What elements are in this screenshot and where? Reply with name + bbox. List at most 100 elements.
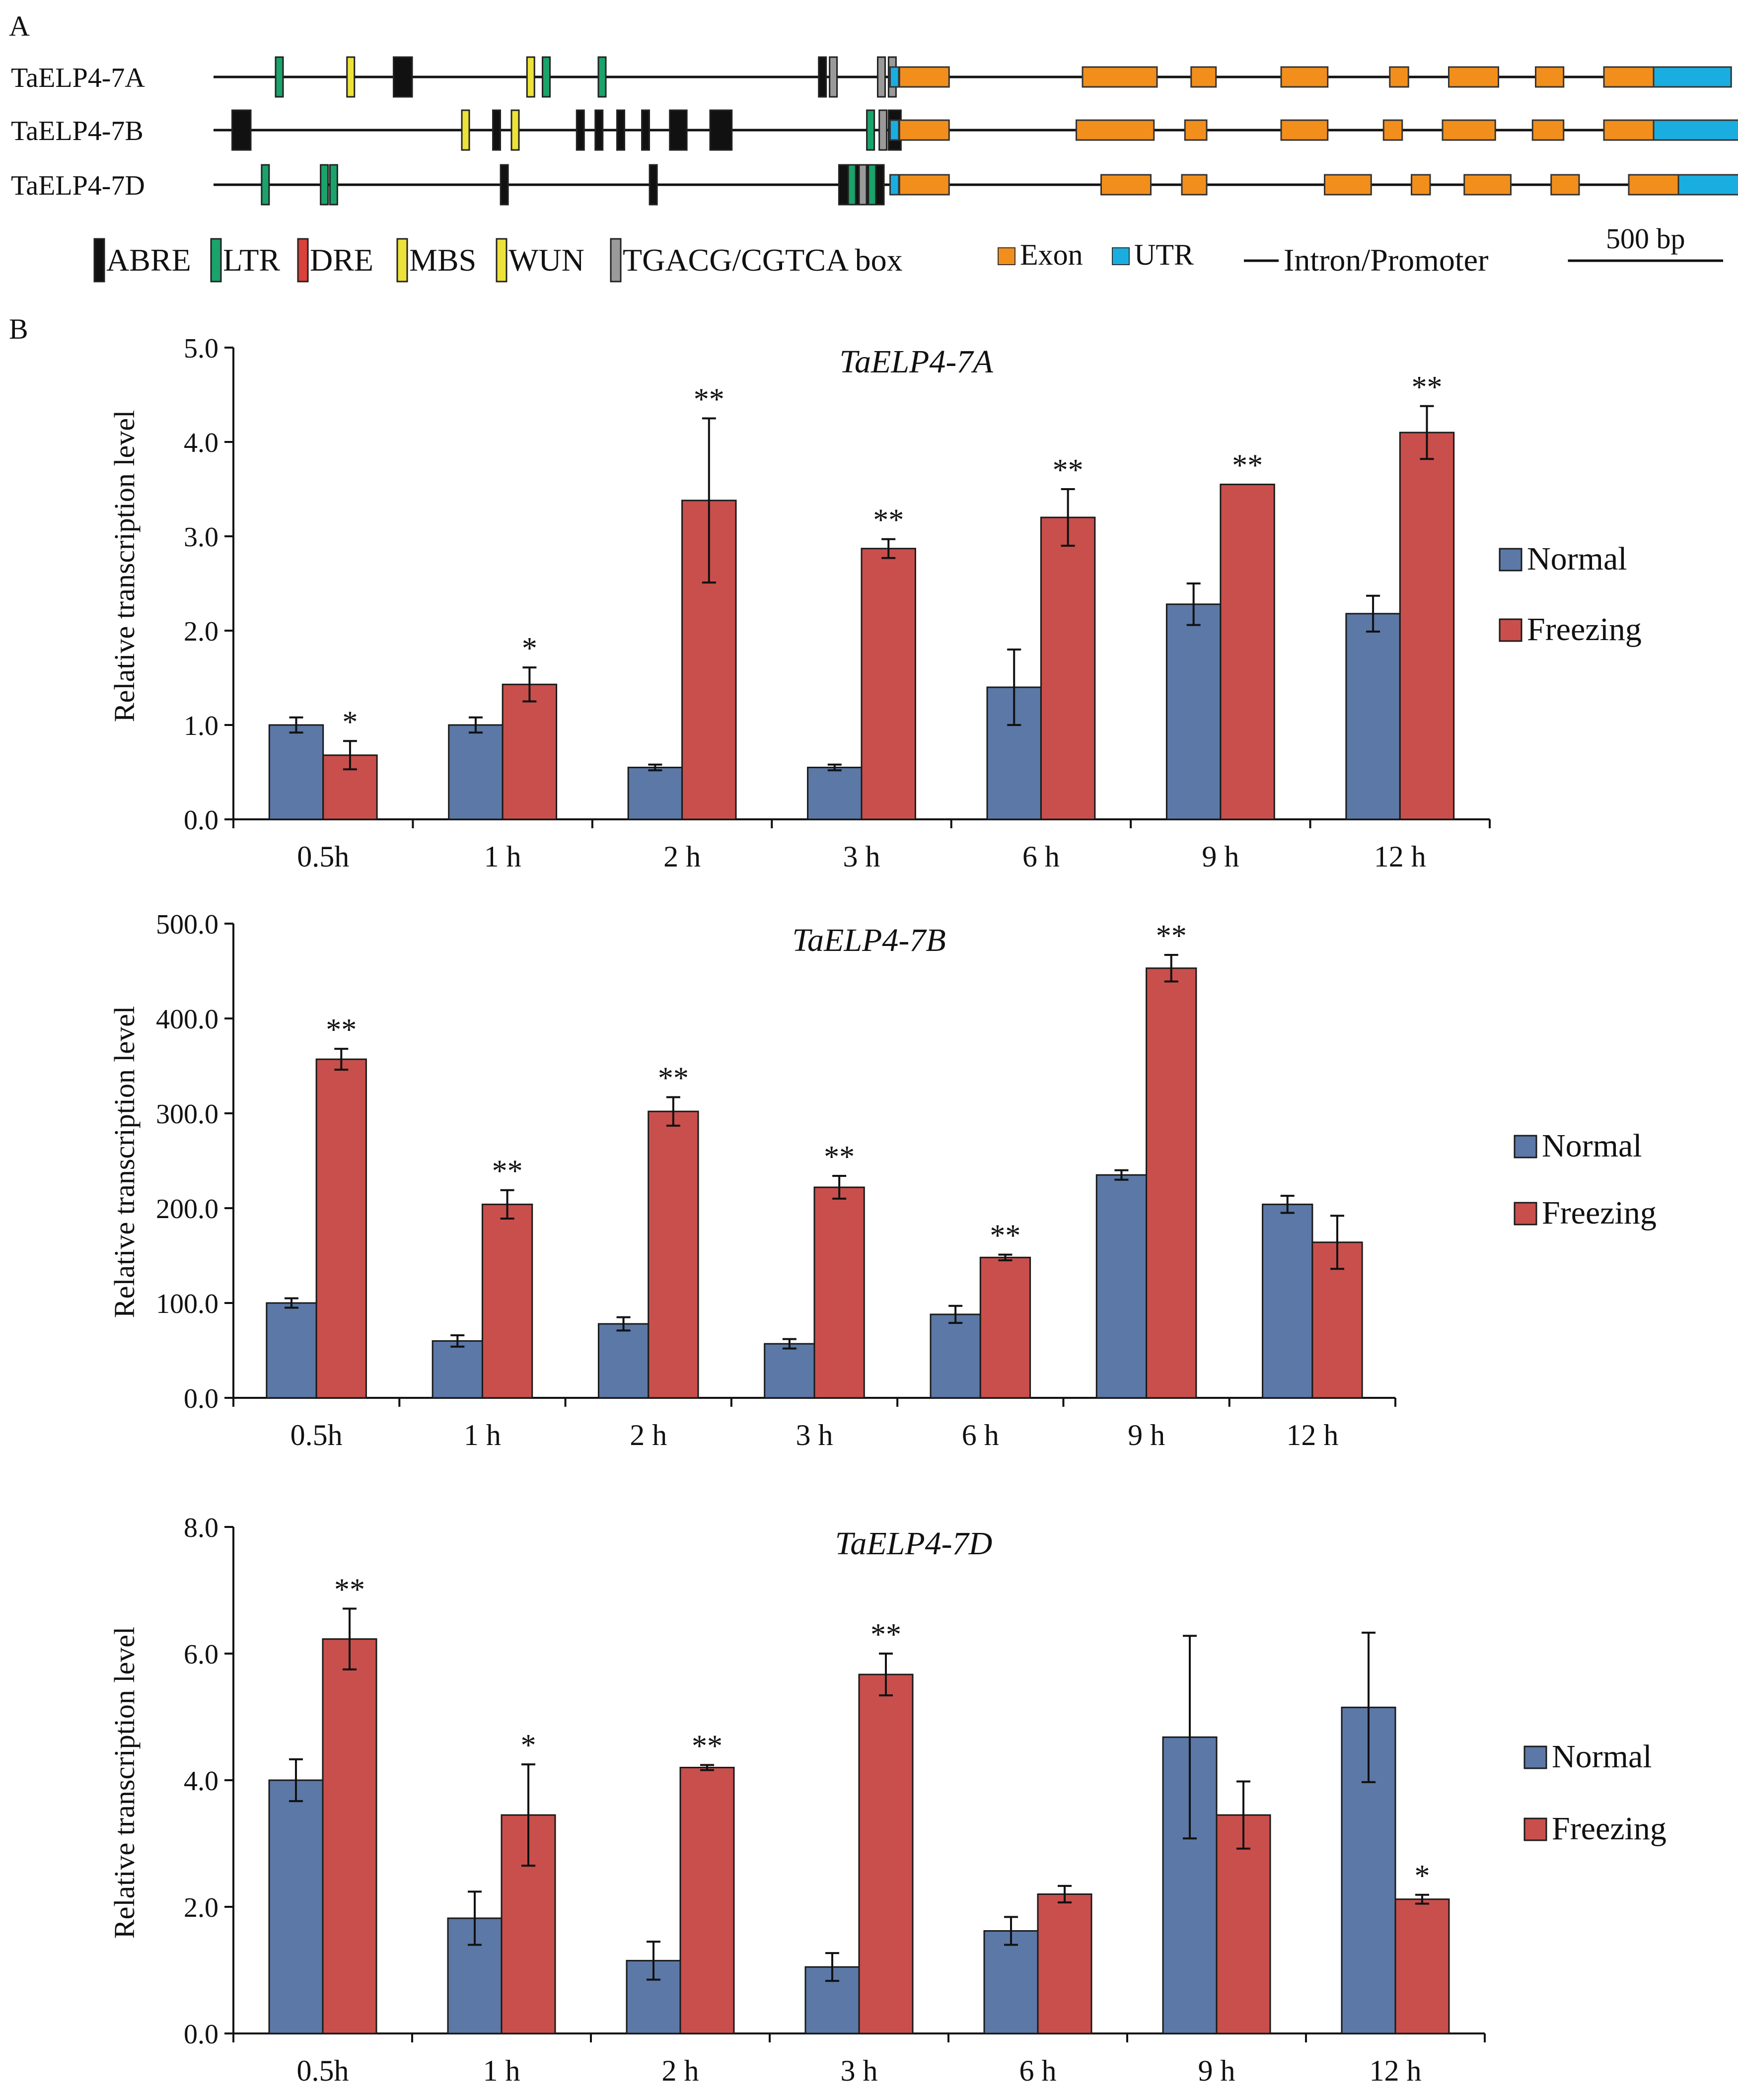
cis-element-abre: [709, 109, 733, 151]
panel-label-a: A: [9, 10, 30, 42]
cis-element-ltr: [542, 56, 551, 98]
cis-element-wun: [346, 56, 356, 98]
cis-element-abre: [393, 56, 413, 98]
cis-element-tgacg: [878, 109, 888, 151]
bar-freezing-2-h: [679, 1767, 735, 2034]
bar-normal-2-h: [597, 1323, 650, 1399]
bar-normal-3-h: [807, 767, 863, 820]
x-tick-label: 0.5h: [297, 840, 349, 873]
x-tick-label: 3 h: [796, 1419, 833, 1451]
bar-normal-12-h: [1262, 1203, 1313, 1399]
legend-label-dre: DRE: [310, 242, 373, 278]
cis-element-ltr: [866, 109, 875, 151]
bar-normal-1-h: [432, 1340, 483, 1399]
legend-swatch-wun: [496, 238, 507, 283]
bar-freezing-12-h: [1399, 432, 1455, 820]
x-tick-label: 1 h: [464, 1419, 501, 1451]
significance-marker: **: [1412, 370, 1443, 404]
legend-swatch-normal: [1499, 548, 1522, 572]
utr-box: [1653, 66, 1732, 88]
exon-box: [1184, 119, 1208, 141]
bar-freezing-6-h: [979, 1256, 1031, 1399]
legend-label-freezing: Freezing: [1552, 1810, 1666, 1847]
utr-box-5prime: [889, 119, 900, 141]
x-tick-label: 3 h: [843, 840, 880, 873]
x-tick-label: 0.5h: [297, 2054, 349, 2087]
bar-freezing-6-h: [1037, 1893, 1092, 2034]
y-tick-label: 300.0: [156, 1099, 218, 1130]
cis-element-abre: [641, 109, 650, 151]
bar-freezing-0-5h: [322, 754, 378, 820]
x-tick-label: 9 h: [1198, 2054, 1235, 2087]
bar-freezing-0-5h: [322, 1638, 377, 2034]
y-tick-label: 100.0: [156, 1289, 218, 1319]
legend-label-normal: Normal: [1552, 1738, 1652, 1775]
legend-swatch-abre: [93, 238, 105, 283]
bar-freezing-6-h: [1040, 516, 1096, 820]
y-tick-label: 0.0: [184, 2019, 218, 2050]
legend-swatch-utr: [1112, 247, 1130, 265]
bar-freezing-9-h: [1216, 1814, 1271, 2034]
cis-element-ltr: [320, 164, 329, 206]
significance-marker: **: [692, 1729, 723, 1763]
y-tick-label: 200.0: [156, 1194, 218, 1225]
exon-box: [1531, 119, 1565, 141]
y-tick-label: 0.0: [184, 805, 218, 836]
exon-box: [1442, 119, 1496, 141]
significance-marker: **: [334, 1573, 365, 1606]
bar-freezing-1-h: [481, 1203, 533, 1399]
exon-box: [898, 66, 950, 88]
x-tick-label: 12 h: [1370, 2054, 1422, 2087]
cis-element-abre: [576, 109, 585, 151]
x-tick-label: 1 h: [484, 840, 521, 873]
exon-box: [1463, 174, 1512, 196]
significance-marker: **: [1232, 449, 1263, 483]
x-tick-label: 3 h: [841, 2054, 878, 2087]
legend-swatch-mbs: [396, 238, 408, 283]
cis-element-tgacg: [829, 56, 838, 98]
bar-freezing-9-h: [1220, 484, 1275, 820]
significance-marker: *: [521, 1729, 536, 1762]
bar-freezing-3-h: [861, 548, 916, 820]
cis-element-ltr: [261, 164, 270, 206]
significance-marker: *: [1415, 1859, 1430, 1893]
exon-box: [1382, 119, 1403, 141]
chart-title: TaELP4-7D: [835, 1525, 993, 1562]
y-tick-label: 5.0: [184, 333, 218, 364]
chart-taelp4-7d: 0.0 2.0 4.0 6.0 8.0 0.5h ** 1 h * 2 h ** 3 h ** 6 h 9 …: [108, 1513, 1666, 2087]
bar-normal-6-h: [983, 1930, 1039, 2034]
x-tick-label: 9 h: [1202, 840, 1239, 873]
panel-label-b: B: [9, 313, 28, 345]
cis-element-abre: [231, 109, 252, 151]
significance-marker: *: [342, 705, 358, 739]
legend-label-mbs: MBS: [409, 242, 476, 278]
gene-name-taelp4-7a: TaELP4-7A: [11, 63, 145, 93]
x-tick-label: 6 h: [1019, 2054, 1057, 2087]
chart-title: TaELP4-7A: [839, 344, 993, 380]
x-tick-label: 2 h: [662, 2054, 699, 2087]
exon-box: [898, 174, 950, 196]
cis-element-ltr: [868, 164, 877, 206]
y-tick-label: 0.0: [184, 1383, 218, 1414]
legend-label-freezing: Freezing: [1527, 611, 1642, 648]
x-tick-label: 12 h: [1374, 840, 1426, 873]
bar-normal-9-h: [1095, 1174, 1148, 1399]
bar-freezing-1-h: [502, 683, 558, 820]
exon-box: [1082, 66, 1158, 88]
legend-label-ltr: LTR: [223, 242, 280, 278]
bar-freezing-0-5h: [315, 1058, 367, 1399]
exon-box: [898, 119, 950, 141]
x-tick-label: 1 h: [483, 2054, 520, 2087]
utr-box-5prime: [889, 174, 900, 196]
cis-element-abre: [616, 109, 625, 151]
legend-label-tgacg: TGACG/CGTCA box: [623, 242, 903, 278]
cis-element-abre: [669, 109, 688, 151]
exon-box: [1550, 174, 1580, 196]
cis-element-wun: [510, 109, 520, 151]
x-tick-label: 9 h: [1128, 1419, 1165, 1451]
significance-marker: **: [824, 1140, 855, 1174]
bar-freezing-3-h: [858, 1673, 914, 2034]
y-tick-label: 400.0: [156, 1004, 218, 1035]
exon-box: [1411, 174, 1431, 196]
